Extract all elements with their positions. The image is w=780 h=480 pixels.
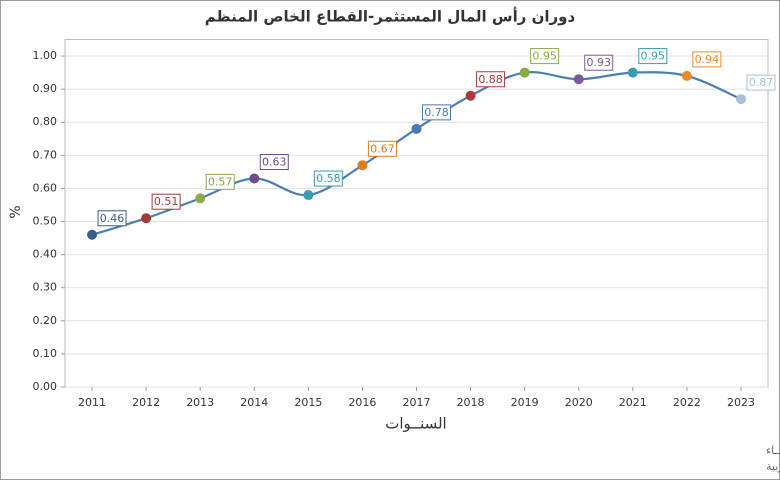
data-label: 0.57: [208, 175, 233, 188]
x-tick-label: 2016: [348, 396, 376, 409]
x-tick-label: 2017: [403, 396, 431, 409]
data-label-box: [259, 154, 289, 170]
x-tick-label: 2012: [132, 396, 160, 409]
x-tick-label: 2013: [186, 396, 214, 409]
point: [303, 190, 314, 201]
y-tick-label: 0.80: [33, 115, 58, 128]
y-tick-label: 0.90: [33, 82, 58, 95]
y-axis-label: %: [8, 205, 24, 218]
data-label-box: [422, 104, 451, 121]
point: [735, 94, 746, 105]
data-label: 0.95: [641, 50, 666, 63]
point: [357, 160, 368, 171]
data-label: 0.87: [749, 76, 774, 89]
y-tick-label: 0.20: [33, 314, 58, 327]
point: [87, 229, 98, 240]
data-label: 0.88: [478, 73, 503, 86]
x-tick-label: 2011: [78, 396, 106, 409]
data-label-box: [584, 54, 614, 71]
data-label-box: [313, 170, 343, 187]
x-tick-label: 2020: [565, 396, 593, 409]
y-tick-label: 0.10: [33, 347, 58, 360]
data-label-box: [151, 193, 181, 210]
y-tick-label: 1.00: [33, 49, 58, 62]
data-label-box: [530, 48, 560, 65]
y-tick-label: 0.50: [33, 215, 58, 228]
data-label: 0.46: [100, 212, 125, 225]
x-tick-label: 2022: [673, 396, 701, 409]
chart-title: دوران رأس المال المستثمر-القطاع الخاص ال…: [205, 7, 576, 26]
note: المصدر الأساسي للأحصاءات الرسمية لجمهوري…: [766, 459, 780, 473]
y-tick-label: 0.70: [33, 148, 58, 161]
point: [141, 213, 152, 224]
data-label-box: [746, 74, 776, 91]
point: [627, 67, 638, 78]
data-label: 0.94: [695, 53, 720, 66]
data-label-box: [205, 173, 235, 190]
data-label: 0.95: [532, 50, 557, 63]
x-tick-label: 2023: [727, 396, 755, 409]
point: [465, 90, 476, 101]
data-label: 0.78: [424, 106, 449, 119]
point: [249, 173, 260, 184]
y-tick-label: 0.00: [33, 380, 58, 393]
y-tick-label: 0.30: [33, 281, 58, 294]
x-tick-label: 2018: [457, 396, 485, 409]
data-label-box: [638, 48, 668, 65]
point: [681, 70, 692, 81]
x-tick-label: 2019: [511, 396, 539, 409]
note: حقوق الملكية للجهـــاز المركزي للتعبئة ا…: [766, 443, 780, 457]
x-tick-label: 2021: [619, 396, 647, 409]
data-label-box: [367, 140, 397, 157]
data-label-box: [97, 210, 127, 227]
point: [519, 67, 530, 78]
data-label: 0.67: [370, 142, 395, 155]
x-axis-label: السنــوات: [385, 415, 446, 433]
x-tick-label: 2014: [240, 396, 268, 409]
data-label-box: [476, 71, 506, 88]
data-label-box: [692, 51, 722, 68]
point: [195, 193, 206, 204]
point: [573, 74, 584, 85]
data-label: 0.51: [154, 195, 179, 208]
data-label: 0.63: [262, 156, 287, 169]
x-tick-label: 2015: [294, 396, 322, 409]
y-tick-label: 0.60: [33, 181, 58, 194]
plot-area: [64, 39, 769, 388]
y-tick-label: 0.40: [33, 248, 58, 261]
point: [411, 123, 422, 134]
data-label: 0.93: [586, 56, 611, 69]
data-label: 0.58: [316, 172, 341, 185]
